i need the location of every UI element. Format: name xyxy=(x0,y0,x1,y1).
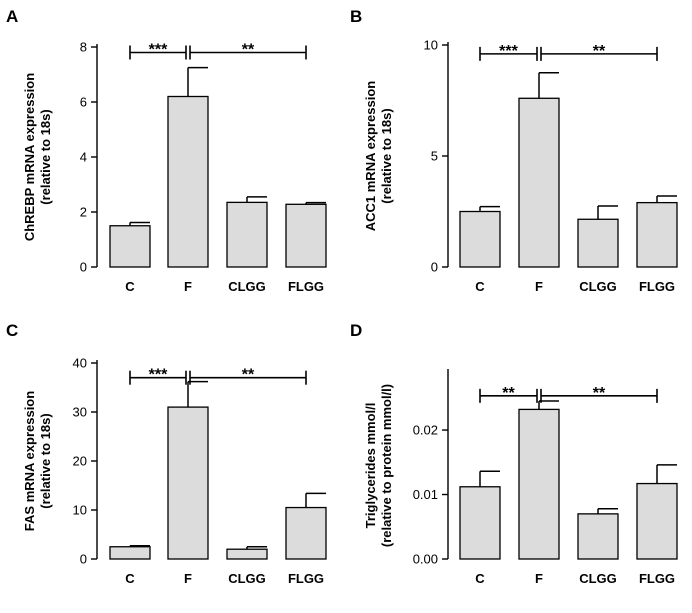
y-axis-label-line2: (relative to protein mmol/l) xyxy=(379,384,394,547)
bar-clgg xyxy=(226,548,268,560)
y-tick-label: 4 xyxy=(80,150,87,165)
y-tick-label: 10 xyxy=(424,38,438,53)
y-tick-label: 5 xyxy=(431,149,438,164)
significance-label: ** xyxy=(593,43,606,60)
x-tick-label: C xyxy=(475,279,485,294)
y-tick-label: 30 xyxy=(73,405,87,420)
bar-flgg xyxy=(636,201,678,268)
bar-f xyxy=(518,97,560,268)
y-tick-label: 0 xyxy=(80,260,87,275)
y-tick-label: 0 xyxy=(431,260,438,275)
bar-c xyxy=(459,486,501,560)
x-tick-label: CLGG xyxy=(579,279,617,294)
bar-c xyxy=(109,225,151,268)
bar-f xyxy=(167,406,209,560)
y-axis-label-line1: FAS mRNA expression xyxy=(22,391,37,531)
bar-c xyxy=(459,210,501,268)
y-tick-label: 0.01 xyxy=(413,487,438,502)
panel-d: D 0.00 0.01 0.02 Triglycerides mmol/l (relati… xyxy=(350,321,678,586)
x-tick-label: FLGG xyxy=(639,571,675,586)
bar-clgg xyxy=(577,513,619,560)
panel-letter: C xyxy=(6,321,18,340)
y-axis-label-line2: (relative to 18s) xyxy=(379,108,394,203)
x-tick-label: C xyxy=(125,279,135,294)
significance-label: ** xyxy=(242,42,255,59)
panel-c: C 0 10 20 30 40 FAS mRNA expression (relative t… xyxy=(6,321,327,586)
y-axis-label-line1: Triglycerides mmol/l xyxy=(363,403,378,529)
bar-flgg xyxy=(285,203,327,268)
bar-flgg xyxy=(636,482,678,560)
significance-label: ** xyxy=(242,367,255,384)
x-tick-label: CLGG xyxy=(579,571,617,586)
y-tick-label: 8 xyxy=(80,40,87,55)
significance-label: ** xyxy=(593,385,606,402)
y-tick-label: 40 xyxy=(73,356,87,371)
panel-letter: D xyxy=(350,321,362,340)
y-tick-label: 0 xyxy=(80,552,87,567)
x-tick-label: C xyxy=(125,571,135,586)
bar-clgg xyxy=(226,201,268,268)
x-tick-label: FLGG xyxy=(288,279,324,294)
bar-c xyxy=(109,546,151,560)
x-tick-label: FLGG xyxy=(288,571,324,586)
y-axis-label-line2: (relative to 18s) xyxy=(38,413,53,508)
y-tick-label: 0.02 xyxy=(413,423,438,438)
significance-label: *** xyxy=(499,43,518,60)
x-tick-label: F xyxy=(535,571,543,586)
y-tick-label: 20 xyxy=(73,454,87,469)
panel-letter: A xyxy=(6,7,18,26)
x-tick-label: CLGG xyxy=(228,571,266,586)
x-tick-label: C xyxy=(475,571,485,586)
y-tick-label: 0.00 xyxy=(413,552,438,567)
y-tick-label: 10 xyxy=(73,503,87,518)
significance-label: *** xyxy=(149,42,168,59)
bar-f xyxy=(518,408,560,560)
significance-label: ** xyxy=(502,385,515,402)
y-axis-label-line2: (relative to 18s) xyxy=(38,109,53,204)
x-tick-label: F xyxy=(184,279,192,294)
x-tick-label: F xyxy=(535,279,543,294)
panel-a: A 0 2 4 6 8 ChREBP mRNA expression (relative to… xyxy=(6,7,327,294)
y-tick-label: 6 xyxy=(80,95,87,110)
panel-letter: B xyxy=(350,7,362,26)
x-tick-label: FLGG xyxy=(639,279,675,294)
panel-b: B 0 5 10 ACC1 mRNA expression (relative to 18… xyxy=(350,7,678,294)
bar-clgg xyxy=(577,218,619,268)
x-tick-label: F xyxy=(184,571,192,586)
x-tick-label: CLGG xyxy=(228,279,266,294)
y-tick-label: 2 xyxy=(80,205,87,220)
significance-label: *** xyxy=(149,367,168,384)
y-axis-label-line1: ACC1 mRNA expression xyxy=(363,81,378,232)
bar-flgg xyxy=(285,506,327,560)
bar-f xyxy=(167,95,209,268)
y-axis-label-line1: ChREBP mRNA expression xyxy=(22,73,37,241)
